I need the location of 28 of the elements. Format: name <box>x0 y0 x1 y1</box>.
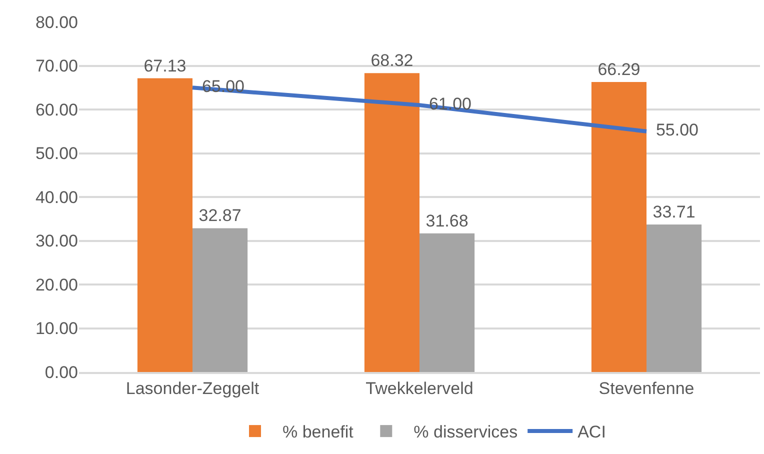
legend-label: ACI <box>578 422 606 442</box>
y-tick-label: 60.00 <box>35 100 78 120</box>
x-tick-label: Twekkelerveld <box>366 379 474 398</box>
data-label: 32.87 <box>198 206 242 226</box>
data-label: 55.00 <box>646 120 698 140</box>
data-label: 67.13 <box>144 56 186 76</box>
data-label: 68.32 <box>370 51 414 70</box>
data-label: 33.71 <box>652 202 696 222</box>
bar <box>591 82 646 372</box>
data-label: 31.68 <box>426 211 468 230</box>
x-tick-label: Stevenfenne <box>598 379 694 398</box>
y-tick-label: 80.00 <box>35 12 78 32</box>
x-tick-label: Lasonder-Zeggelt <box>126 379 260 398</box>
bar <box>420 233 475 372</box>
legend-label: % benefit <box>282 422 354 442</box>
y-tick-label: 70.00 <box>35 56 78 76</box>
legend-label: % disservices <box>414 422 518 442</box>
bar <box>192 228 248 372</box>
y-tick-label: 20.00 <box>35 275 78 294</box>
y-tick-label: 0.00 <box>44 362 78 382</box>
y-tick-label: 10.00 <box>35 319 78 338</box>
bar <box>646 224 702 372</box>
y-tick-label: 40.00 <box>35 188 78 207</box>
y-tick-label: 50.00 <box>35 144 78 164</box>
bar <box>137 78 192 372</box>
y-tick-label: 30.00 <box>35 232 78 251</box>
bar <box>364 73 420 372</box>
data-label: 66.29 <box>598 60 640 79</box>
